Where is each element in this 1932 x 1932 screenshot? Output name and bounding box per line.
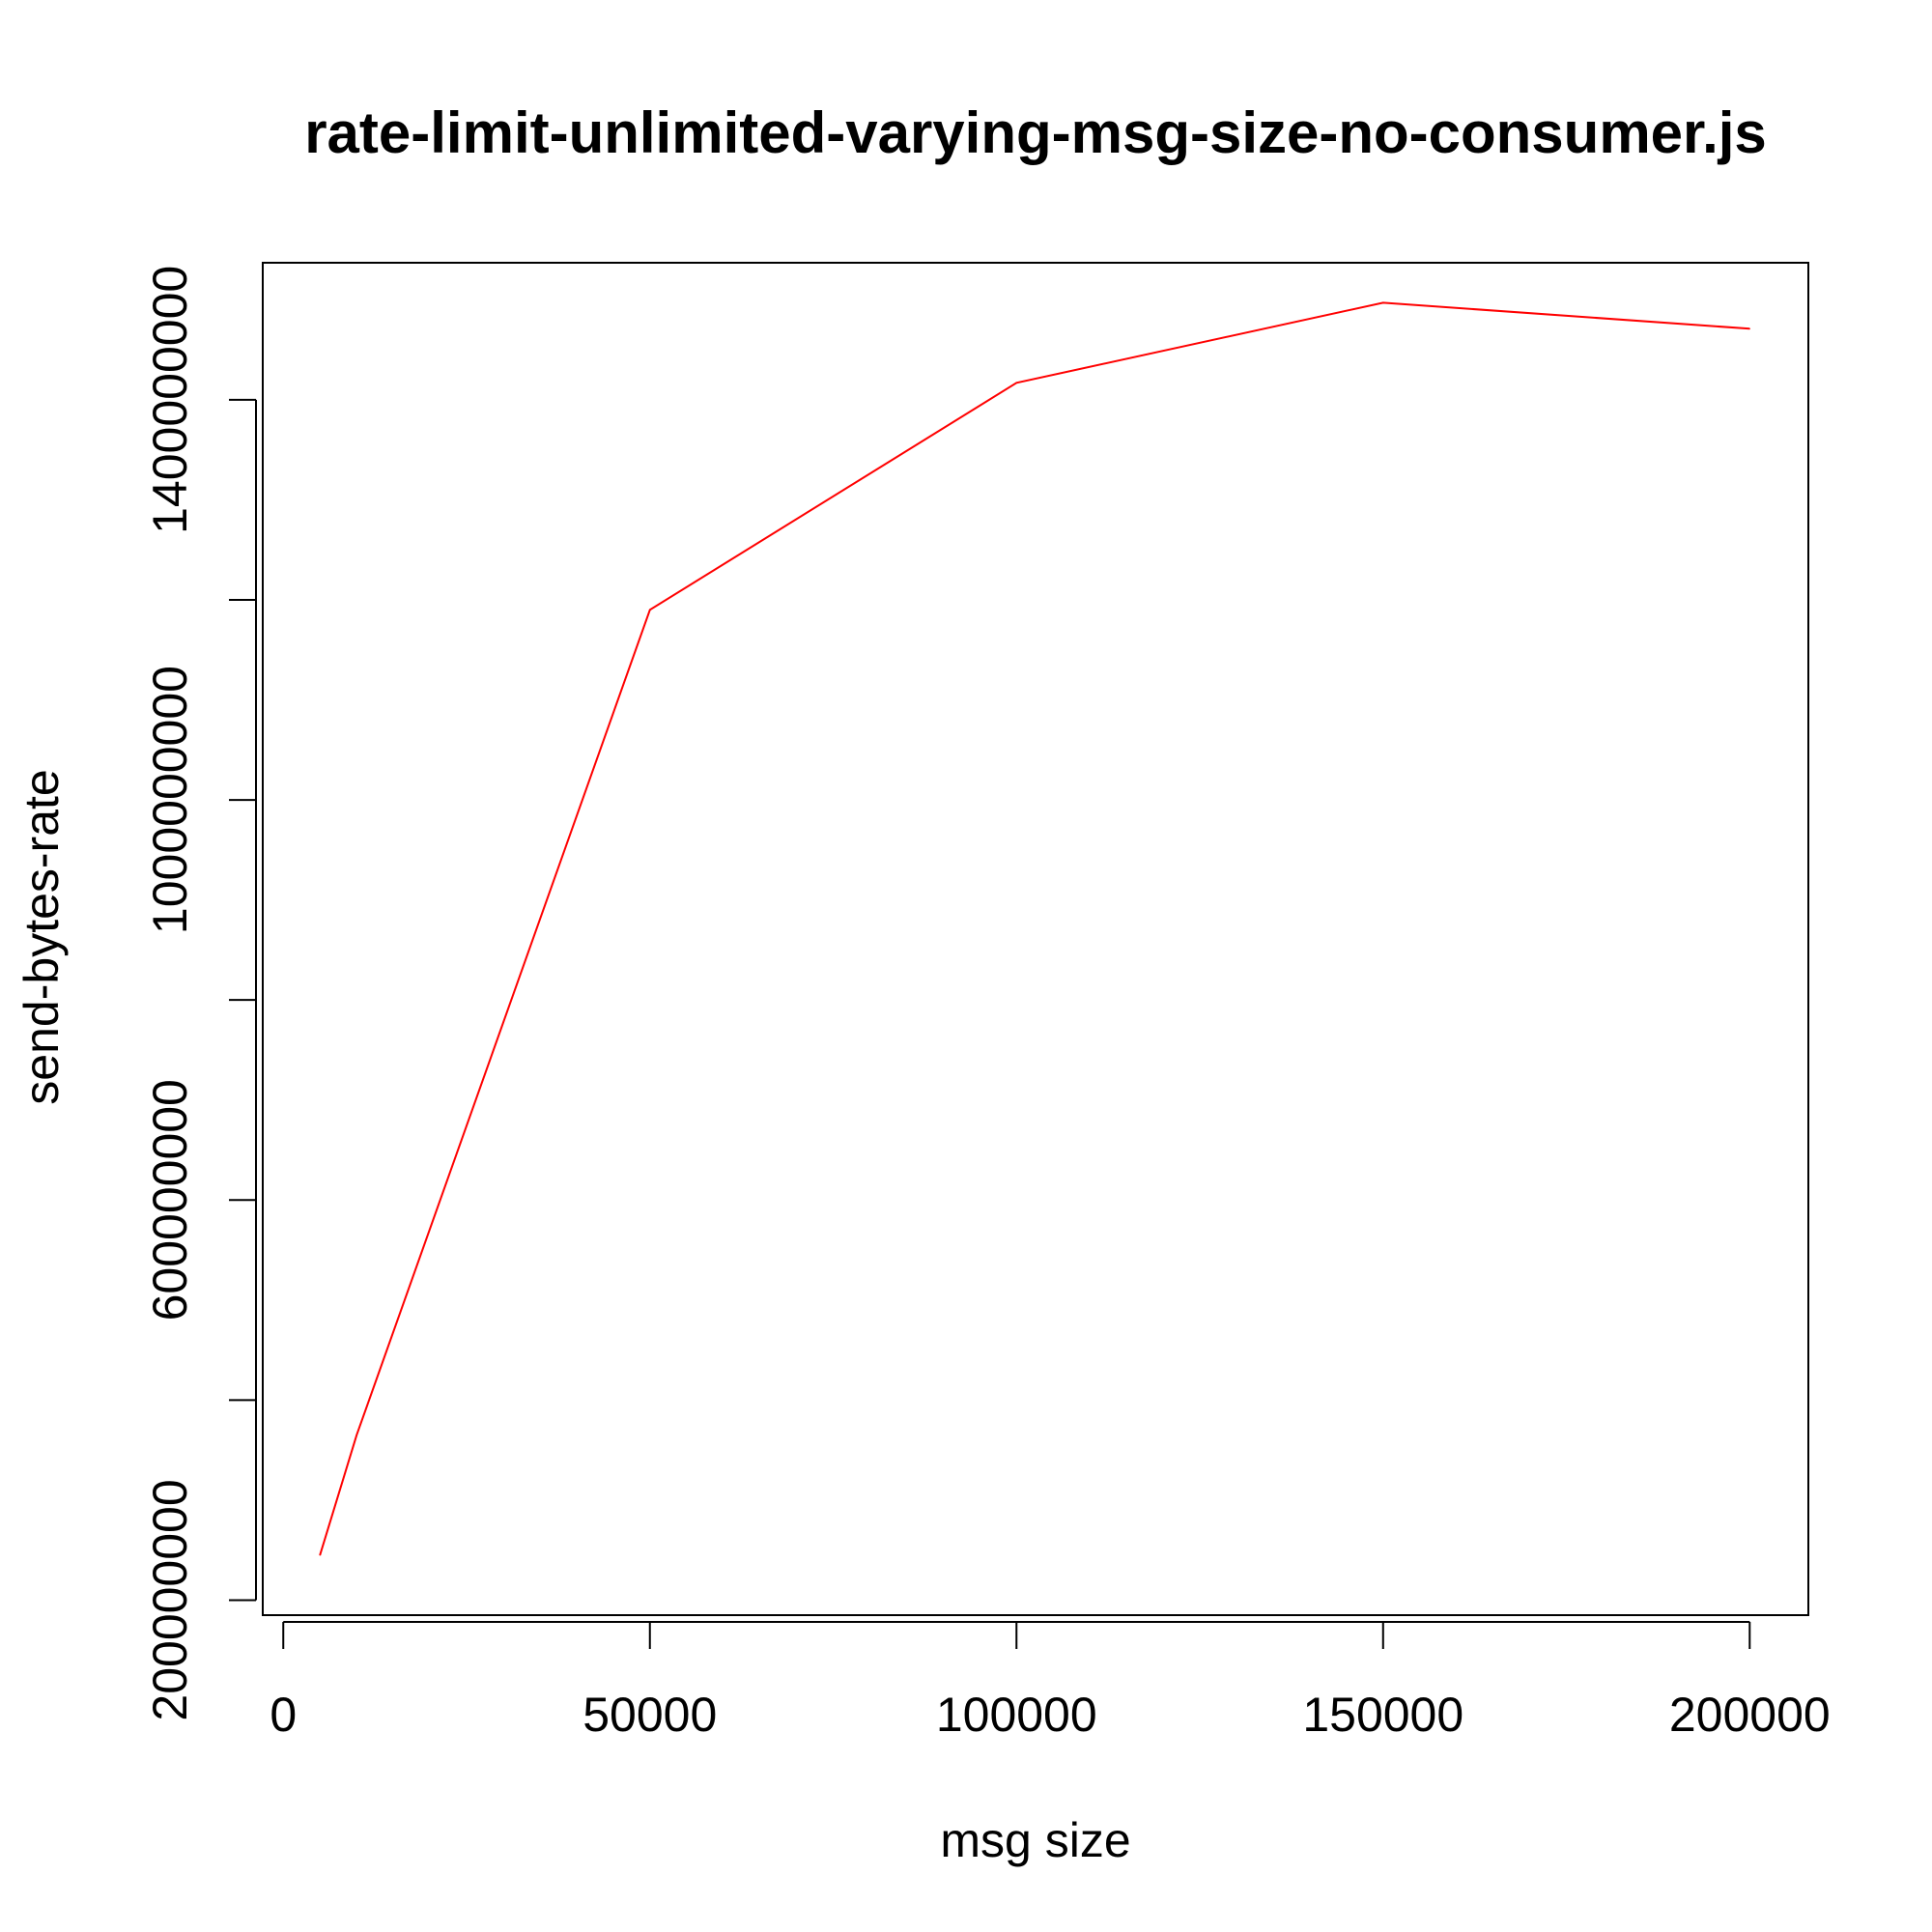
x-axis-label: msg size [940, 1813, 1130, 1867]
y-tick-label: 1000000000 [143, 666, 197, 934]
x-tick-label: 200000 [1669, 1688, 1831, 1742]
y-axis: 200000000 600000000 1000000000 1400000000 [143, 266, 257, 1721]
y-tick-label: 600000000 [143, 1079, 197, 1321]
y-axis-label: send-bytes-rate [14, 769, 69, 1104]
data-point [319, 1554, 321, 1556]
x-axis: 0 50000 100000 150000 200000 [270, 1621, 1831, 1742]
data-point [1748, 327, 1750, 329]
x-tick-label: 50000 [582, 1688, 717, 1742]
series-layer [319, 301, 1750, 1556]
plot-frame [262, 262, 1809, 1616]
x-tick-label: 0 [270, 1688, 297, 1742]
data-point [1015, 382, 1017, 384]
data-point [1382, 301, 1384, 304]
y-tick-label: 200000000 [143, 1479, 197, 1720]
y-tick-label: 1400000000 [143, 266, 197, 534]
x-tick-label: 100000 [936, 1688, 1097, 1742]
data-point [649, 609, 651, 611]
chart-title: rate-limit-unlimited-varying-msg-size-no… [304, 100, 1767, 165]
x-tick-label: 150000 [1302, 1688, 1463, 1742]
series-line [319, 301, 1750, 1556]
